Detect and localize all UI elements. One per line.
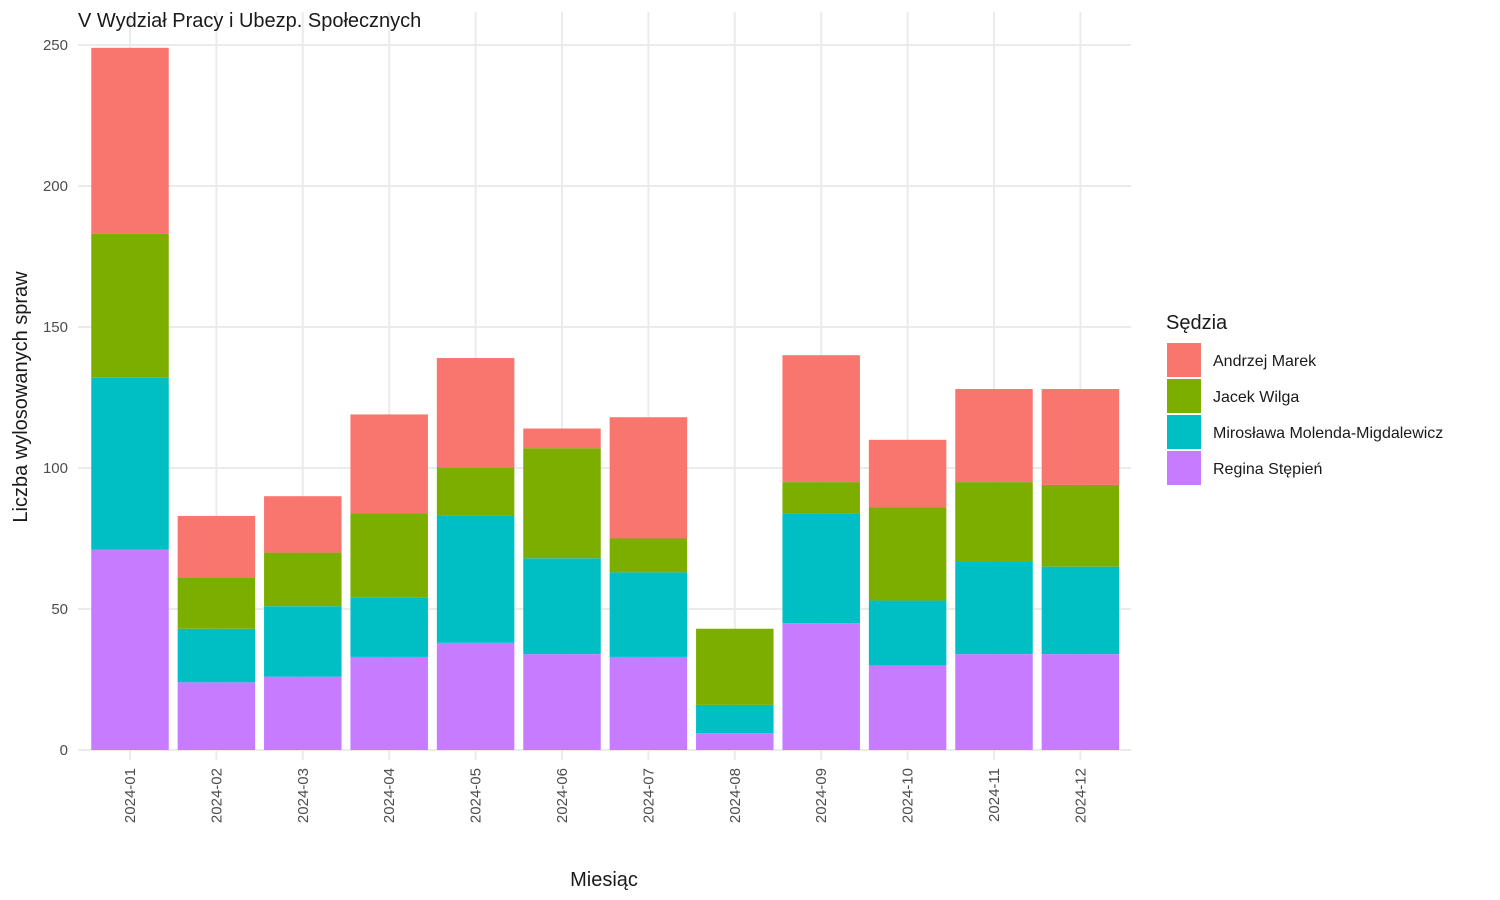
bar-segment bbox=[177, 628, 256, 683]
bar-segment bbox=[436, 515, 515, 643]
bar-segment bbox=[523, 448, 601, 559]
bar-segment bbox=[91, 377, 169, 550]
bar-segment bbox=[782, 623, 860, 750]
bar-segment bbox=[868, 439, 947, 508]
y-tick-label: 150 bbox=[43, 319, 68, 336]
bar-segment bbox=[782, 355, 860, 483]
legend-key bbox=[1167, 415, 1201, 449]
bar-segment bbox=[350, 414, 428, 514]
bar-segment bbox=[609, 417, 688, 539]
bar-segment bbox=[868, 665, 947, 750]
x-tick-label: 2024-11 bbox=[986, 768, 1003, 822]
bar-segment bbox=[350, 513, 428, 598]
bar-segment bbox=[350, 656, 428, 750]
legend-key bbox=[1167, 343, 1201, 377]
x-axis-title: Miesiąc bbox=[570, 869, 638, 891]
bar-segment bbox=[91, 549, 169, 750]
bar-segment bbox=[436, 358, 515, 468]
bar-segment bbox=[1041, 654, 1120, 750]
x-tick-label: 2024-04 bbox=[381, 768, 398, 823]
y-tick-label: 200 bbox=[43, 178, 68, 195]
x-axis-ticks: 2024-01 2024-02 2024-03 2024-04 2024-05 2024-… bbox=[122, 768, 1089, 823]
bar-segment bbox=[264, 496, 342, 553]
bar-segment bbox=[609, 656, 688, 750]
legend-key bbox=[1167, 379, 1201, 413]
bar-segment bbox=[1041, 389, 1120, 485]
legend-key bbox=[1167, 451, 1201, 485]
y-axis-ticks: 0 50 100 150 200 250 bbox=[43, 37, 68, 759]
x-tick-label: 2024-06 bbox=[554, 768, 571, 823]
x-tick-label: 2024-09 bbox=[813, 768, 830, 823]
bar-segment bbox=[955, 482, 1033, 562]
x-tick-label: 2024-05 bbox=[468, 768, 485, 823]
bar-segment bbox=[264, 676, 342, 750]
bar-segment bbox=[696, 733, 774, 750]
bar-segment bbox=[696, 628, 774, 705]
bar-segment bbox=[955, 389, 1033, 483]
x-tick-label: 2024-01 bbox=[122, 768, 139, 823]
y-tick-label: 50 bbox=[51, 601, 68, 618]
x-tick-label: 2024-12 bbox=[1072, 768, 1089, 823]
y-tick-label: 100 bbox=[43, 460, 68, 477]
y-tick-label: 250 bbox=[43, 37, 68, 54]
x-tick-label: 2024-07 bbox=[640, 768, 657, 823]
bar-segment bbox=[436, 642, 515, 750]
x-tick-label: 2024-03 bbox=[295, 768, 312, 823]
bar-segment bbox=[264, 606, 342, 677]
bars bbox=[91, 47, 1120, 750]
bar-segment bbox=[436, 468, 515, 516]
bar-segment bbox=[955, 654, 1033, 750]
bar-segment bbox=[696, 704, 774, 734]
legend-label: Jacek Wilga bbox=[1213, 389, 1299, 406]
bar-segment bbox=[609, 572, 688, 657]
x-tick-label: 2024-10 bbox=[900, 768, 917, 823]
bar-segment bbox=[782, 513, 860, 624]
bar-segment bbox=[523, 654, 601, 750]
bar-segment bbox=[91, 233, 169, 378]
bar-segment bbox=[350, 597, 428, 657]
y-tick-label: 0 bbox=[60, 742, 68, 759]
legend: Sędzia Andrzej Marek Jacek Wilga Mirosława… bbox=[1166, 312, 1443, 485]
bar-segment bbox=[177, 515, 256, 578]
y-axis-title: Liczba wylosowanych spraw bbox=[10, 271, 32, 523]
legend-label: Andrzej Marek bbox=[1213, 353, 1317, 370]
bar-segment bbox=[1041, 484, 1120, 567]
bar-segment bbox=[91, 47, 169, 234]
bar-segment bbox=[1041, 566, 1120, 655]
x-tick-label: 2024-02 bbox=[208, 768, 225, 823]
x-tick-label: 2024-08 bbox=[727, 768, 744, 823]
bar-segment bbox=[177, 682, 256, 750]
bar-segment bbox=[955, 561, 1033, 655]
legend-label: Regina Stępień bbox=[1213, 461, 1322, 478]
bar-segment bbox=[868, 507, 947, 601]
bar-segment bbox=[523, 558, 601, 655]
legend-label: Mirosława Molenda-Migdalewicz bbox=[1213, 425, 1443, 442]
bar-segment bbox=[264, 552, 342, 607]
chart-title: V Wydział Pracy i Ubezp. Społecznych bbox=[78, 10, 421, 32]
bar-segment bbox=[523, 428, 601, 449]
bar-segment bbox=[782, 482, 860, 514]
bar-segment bbox=[868, 600, 947, 666]
bar-segment bbox=[177, 577, 256, 629]
legend-title: Sędzia bbox=[1166, 312, 1228, 334]
bar-segment bbox=[609, 538, 688, 573]
